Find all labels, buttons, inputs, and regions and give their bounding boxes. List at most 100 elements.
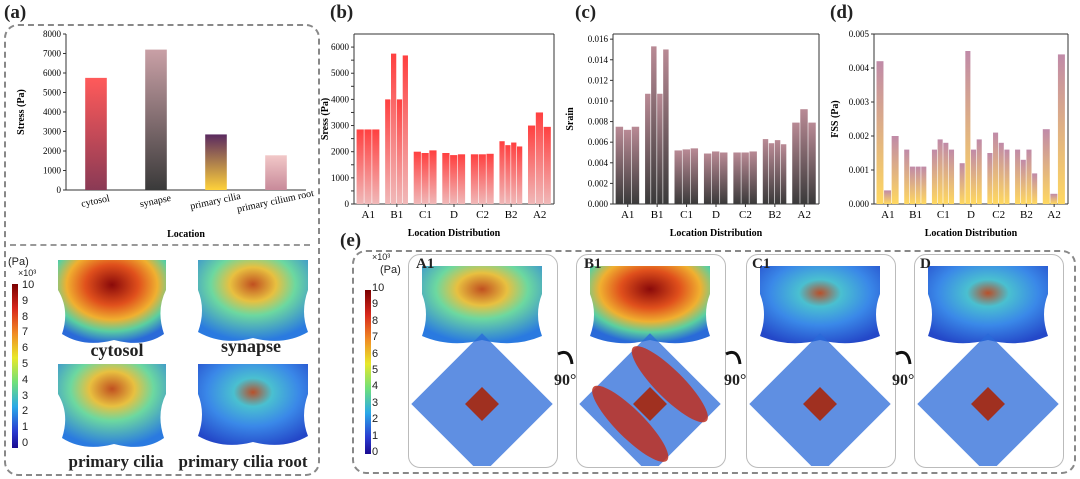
bar	[909, 166, 915, 204]
colorbar-tick-label: 10	[22, 279, 35, 291]
colorbar-tick-label: 5	[372, 364, 379, 376]
sim-cytosol-shape	[58, 260, 166, 343]
colorbar-tick-label: 4	[22, 373, 29, 386]
colorbar-tick-label: 10	[372, 282, 385, 294]
panel-label-a: (a)	[4, 2, 27, 23]
y-tick-label: 0.001	[849, 165, 869, 175]
bar	[733, 152, 741, 204]
bar	[470, 154, 479, 204]
y-axis-label: Stress (Pa)	[16, 89, 27, 135]
bar	[762, 139, 769, 204]
bar	[998, 142, 1004, 204]
colorbar-tick-label: 6	[22, 342, 29, 355]
y-tick-label: 0.004	[849, 63, 870, 73]
panel-e-simulations	[411, 266, 1059, 466]
colorbar-e	[365, 290, 371, 454]
x-tick-label: A2	[798, 209, 811, 221]
x-tick-label: synapse	[139, 193, 173, 210]
bar	[205, 134, 227, 190]
colorbar-tick-label: 3	[372, 396, 379, 409]
bar	[720, 152, 728, 204]
panel-label-d: (d)	[830, 2, 854, 23]
bar	[505, 145, 511, 204]
sim-C1-top	[760, 266, 880, 344]
bar	[1015, 149, 1021, 204]
colorbar-a-ticks: 10 9 8 7 6 5 4 3 2 1 0	[22, 279, 46, 449]
y-tick-label: 0	[57, 185, 62, 195]
bar	[904, 149, 910, 204]
colorbar-tick-label: 7	[372, 331, 379, 344]
sim-D-bottom	[917, 333, 1059, 466]
y-tick-label: 1000	[43, 166, 62, 176]
bar	[651, 46, 657, 205]
y-tick-label: 0.002	[849, 131, 869, 141]
x-tick-label: D	[450, 209, 458, 221]
bar	[657, 93, 663, 204]
x-tick-label: C2	[476, 209, 489, 221]
y-tick-label: 0	[345, 199, 350, 209]
y-axis-label: FSS (Pa)	[830, 100, 841, 138]
bar	[1057, 54, 1065, 205]
y-tick-label: 0.016	[588, 34, 609, 44]
x-tick-label: B1	[390, 209, 403, 221]
bar	[356, 129, 364, 204]
bar	[528, 125, 536, 204]
bar	[1020, 159, 1026, 204]
bar	[499, 141, 505, 204]
y-tick-label: 0.014	[588, 55, 609, 65]
x-tick-label: C1	[419, 209, 432, 221]
bar	[535, 112, 544, 204]
bar	[413, 151, 421, 204]
bar	[808, 122, 816, 204]
sim-label-A1: A1	[416, 256, 435, 272]
sim-synapse-shape	[198, 260, 308, 341]
x-tick-label: C1	[680, 209, 693, 221]
bar	[792, 122, 800, 204]
bar	[623, 129, 632, 204]
bar	[421, 153, 429, 204]
y-tick-label: 0.012	[588, 75, 608, 85]
y-tick-label: 3000	[331, 121, 350, 131]
colorbar-a-unit: (Pa)	[8, 256, 29, 268]
bar	[690, 148, 699, 204]
bar	[674, 150, 682, 204]
x-tick-label: primary cilium root	[236, 188, 315, 215]
y-tick-label: 3000	[43, 127, 62, 137]
bar	[85, 77, 107, 190]
bar	[396, 99, 403, 204]
panel-a-simulations	[58, 260, 308, 447]
y-axis-label: Srain	[565, 107, 576, 131]
bar	[780, 144, 787, 204]
bar	[372, 129, 380, 204]
x-tick-label: D	[712, 209, 720, 221]
bar	[450, 155, 458, 204]
colorbar-e-unit: (Pa)	[380, 264, 401, 276]
sim-label-synapse: synapse	[220, 336, 282, 356]
x-tick-label: A1	[621, 209, 634, 221]
y-tick-label: 0.004	[588, 158, 609, 168]
colorbar-tick-label: 8	[372, 314, 379, 327]
bar	[711, 151, 720, 204]
chart-b-stress-distribution: 0 1000 2000 3000 4000 5000 6000 Sress (Pa) Locat…	[320, 33, 555, 239]
bar	[876, 61, 884, 205]
sim-B1-top	[590, 266, 710, 344]
x-tick-label: primary cilia	[189, 191, 242, 213]
bar	[442, 153, 450, 204]
colorbar-a-multiplier: ×10³	[18, 268, 37, 278]
bar	[1032, 173, 1038, 204]
rotate-arrow-icon	[725, 350, 742, 365]
colorbar-tick-label: 9	[372, 298, 379, 311]
chart-d-fss-distribution: 0.000 0.001 0.002 0.003 0.004 0.005 FSS (Pa) Lo…	[830, 29, 1069, 239]
panel-label-c: (c)	[575, 2, 597, 23]
y-tick-label: 0.005	[849, 29, 870, 39]
bar	[145, 49, 167, 190]
colorbar-tick-label: 7	[22, 326, 29, 339]
bar	[265, 155, 287, 190]
rotate-arrow-icon	[895, 350, 912, 365]
colorbar-tick-label: 8	[22, 310, 29, 323]
bar	[1042, 129, 1050, 204]
colorbar-tick-label: 4	[372, 380, 379, 393]
bar	[364, 129, 372, 204]
bar	[682, 149, 690, 204]
y-tick-label: 6000	[331, 42, 350, 52]
